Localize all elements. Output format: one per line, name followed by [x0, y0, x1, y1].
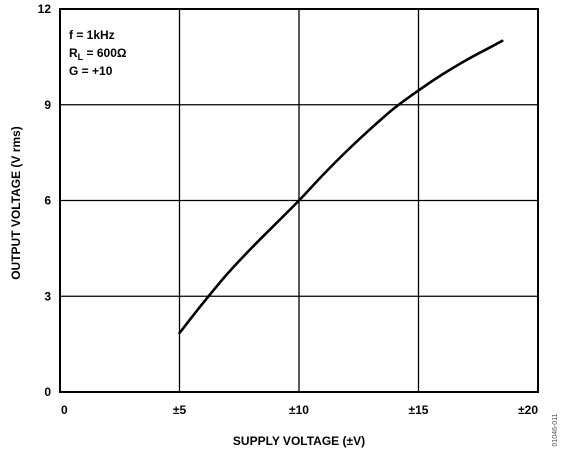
- y-tick-labels: 0 3 6 9 12: [38, 2, 52, 399]
- x-axis-title: SUPPLY VOLTAGE (±V): [233, 434, 365, 448]
- x-tick-label-1: ±5: [173, 403, 187, 417]
- y-axis-title: OUTPUT VOLTAGE (V rms): [9, 126, 23, 280]
- y-tick-label-2: 6: [44, 194, 51, 208]
- x-tick-label-0: 0: [61, 403, 68, 417]
- plot-frame: [59, 8, 539, 393]
- x-tick-label-2: ±10: [289, 403, 309, 417]
- x-tick-label-4: ±20: [518, 403, 538, 417]
- series-layer: [178, 39, 504, 335]
- series-line-0: [178, 39, 504, 335]
- condition-gain: G = +10: [69, 64, 113, 78]
- conditions-box: f = 1kHz RL = 600Ω G = +10: [69, 28, 127, 78]
- condition-frequency: f = 1kHz: [69, 28, 115, 42]
- y-tick-label-4: 12: [38, 2, 52, 16]
- figure-id: 01046-011: [552, 413, 559, 446]
- condition-load: RL = 600Ω: [69, 46, 127, 62]
- y-tick-label-0: 0: [44, 385, 51, 399]
- x-tick-label-3: ±15: [409, 403, 429, 417]
- y-tick-label-3: 9: [44, 98, 51, 112]
- y-tick-label-1: 3: [44, 289, 51, 303]
- x-tick-labels: 0 ±5 ±10 ±15 ±20: [61, 403, 538, 417]
